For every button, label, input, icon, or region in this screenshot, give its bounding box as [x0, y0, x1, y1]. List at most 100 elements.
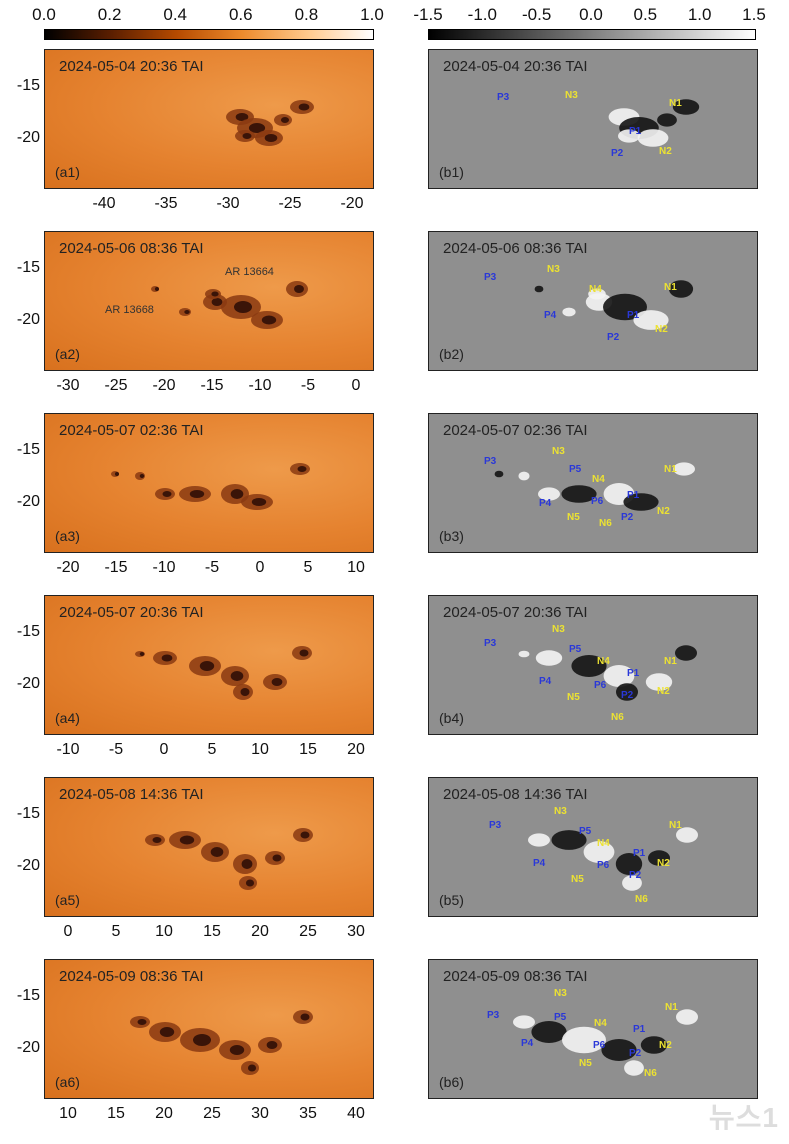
x-tick-label: -25 [278, 195, 302, 212]
negative-flux [657, 113, 677, 127]
observation-time: 2024-05-06 08:36 TAI [59, 240, 204, 257]
sunspot-umbra [245, 879, 255, 887]
positive-flux [528, 833, 550, 847]
continuum-colorbar [44, 29, 374, 40]
polarity-label: P2 [607, 332, 620, 343]
sunspot-umbra [210, 847, 224, 857]
magnetogram-panel: 2024-05-04 20:36 TAI (b1) P3 N3 N1 P1 P2 N2 [428, 49, 758, 189]
x-tick-label: -40 [92, 195, 116, 212]
colorbar-tick-label: -1.5 [413, 5, 443, 24]
y-tick-label: -15 [16, 441, 40, 458]
x-tick-label: 5 [303, 559, 313, 576]
positive-flux [633, 310, 669, 330]
sunspot-umbra [230, 671, 244, 681]
magnetogram-panel: 2024-05-06 08:36 TAI (b2) P3 N3 N4 N1 P4 P1 N2 P2 [428, 231, 758, 371]
positive-flux [513, 1015, 535, 1029]
sunspot-umbra [115, 472, 119, 476]
polarity-label: N1 [664, 282, 677, 293]
polarity-label: P4 [533, 858, 546, 869]
polarity-label: P5 [554, 1012, 567, 1023]
negative-flux [494, 470, 504, 478]
sunspot-umbra [139, 474, 145, 478]
x-tick-label: 0 [159, 741, 169, 758]
x-tick-label: 30 [347, 923, 365, 940]
colorbar-tick-label: 0.2 [97, 5, 122, 24]
colorbar-tick-label: -1.0 [467, 5, 497, 24]
polarity-label: N3 [552, 624, 565, 635]
polarity-label: N5 [567, 692, 580, 703]
polarity-label: N3 [552, 446, 565, 457]
colorbar-tick-label: 1.0 [687, 5, 712, 24]
colorbar-tick-label: 0.0 [579, 5, 603, 24]
panel-label: (b1) [439, 164, 464, 180]
y-tick-label: -15 [16, 623, 40, 640]
x-tick-label: 10 [347, 559, 365, 576]
polarity-label: P1 [633, 1024, 646, 1035]
observation-time: 2024-05-07 20:36 TAI [443, 604, 588, 621]
sunspot-umbra [248, 123, 266, 133]
x-tick-label: -10 [152, 559, 176, 576]
polarity-label: N3 [554, 806, 567, 817]
positive-flux [562, 1026, 606, 1054]
continuum-panel: 2024-05-07 20:36 TAI (a4) [44, 595, 374, 735]
x-tick-label: 0 [351, 377, 361, 394]
continuum-panel: 2024-05-09 08:36 TAI (a6) [44, 959, 374, 1099]
news1-watermark: 뉴스1 [708, 1102, 779, 1133]
x-tick-label: 20 [251, 923, 269, 940]
x-tick-label: 10 [251, 741, 269, 758]
magnetogram-panel: 2024-05-07 02:36 TAI (b3) P3 N3 P5 N4 N1 P4 P6 P1… [428, 413, 758, 553]
panel-label: (a2) [55, 346, 80, 362]
x-tick-label: -10 [56, 741, 80, 758]
polarity-label: P6 [594, 680, 607, 691]
polarity-label: P2 [629, 1048, 642, 1059]
magnetogram-colorbar [428, 29, 756, 40]
sunspot-umbra [280, 117, 290, 123]
x-tick-label: 20 [155, 1105, 173, 1122]
sunspot-umbra [152, 837, 162, 843]
sunspot-umbra [193, 1034, 211, 1046]
negative-flux [640, 1036, 668, 1054]
x-tick-label: -15 [104, 559, 128, 576]
y-tick-label: -15 [16, 259, 40, 276]
y-tick-label: -15 [16, 805, 40, 822]
panel-label: (b5) [439, 892, 464, 908]
x-tick-label: 40 [347, 1105, 365, 1122]
polarity-label: N1 [664, 464, 677, 475]
sunspot-umbra [155, 287, 159, 291]
negative-flux [675, 645, 697, 661]
negative-flux [601, 1039, 637, 1061]
colorbar-tick-label: 0.5 [633, 5, 658, 24]
x-tick-label: 5 [111, 923, 121, 940]
x-tick-label: -30 [56, 377, 80, 394]
x-tick-label: -10 [248, 377, 272, 394]
polarity-label: N4 [597, 656, 610, 667]
observation-time: 2024-05-07 02:36 TAI [443, 422, 588, 439]
colorbar-tick-label: 0.6 [228, 5, 253, 24]
polarity-label: P6 [591, 496, 604, 507]
positive-flux [622, 875, 642, 891]
polarity-label: P2 [611, 148, 624, 159]
polarity-label: P1 [627, 668, 640, 679]
x-tick-label: -20 [56, 559, 80, 576]
polarity-label: N2 [657, 686, 670, 697]
x-tick-label: -5 [300, 377, 316, 394]
polarity-label: N2 [659, 146, 672, 157]
polarity-label: N2 [659, 1040, 672, 1051]
positive-flux [562, 307, 576, 317]
polarity-label: N4 [589, 284, 602, 295]
panel-label: (a3) [55, 528, 80, 544]
polarity-label: P1 [633, 848, 646, 859]
continuum-panel: 2024-05-08 14:36 TAI (a5) [44, 777, 374, 917]
positive-flux [645, 673, 673, 691]
polarity-label: P5 [569, 644, 582, 655]
polarity-label: N2 [657, 858, 670, 869]
x-tick-label: 0 [63, 923, 73, 940]
sunspot-umbra [235, 113, 249, 121]
y-tick-label: -20 [16, 493, 40, 510]
polarity-label: P1 [629, 126, 642, 137]
x-tick-label: -5 [108, 741, 124, 758]
panel-label: (b2) [439, 346, 464, 362]
positive-flux [535, 650, 563, 666]
magnetogram-panel: 2024-05-09 08:36 TAI (b6) N3 P3 P5 N4 P1 N1 P4 P6… [428, 959, 758, 1099]
positive-flux [676, 1009, 698, 1025]
